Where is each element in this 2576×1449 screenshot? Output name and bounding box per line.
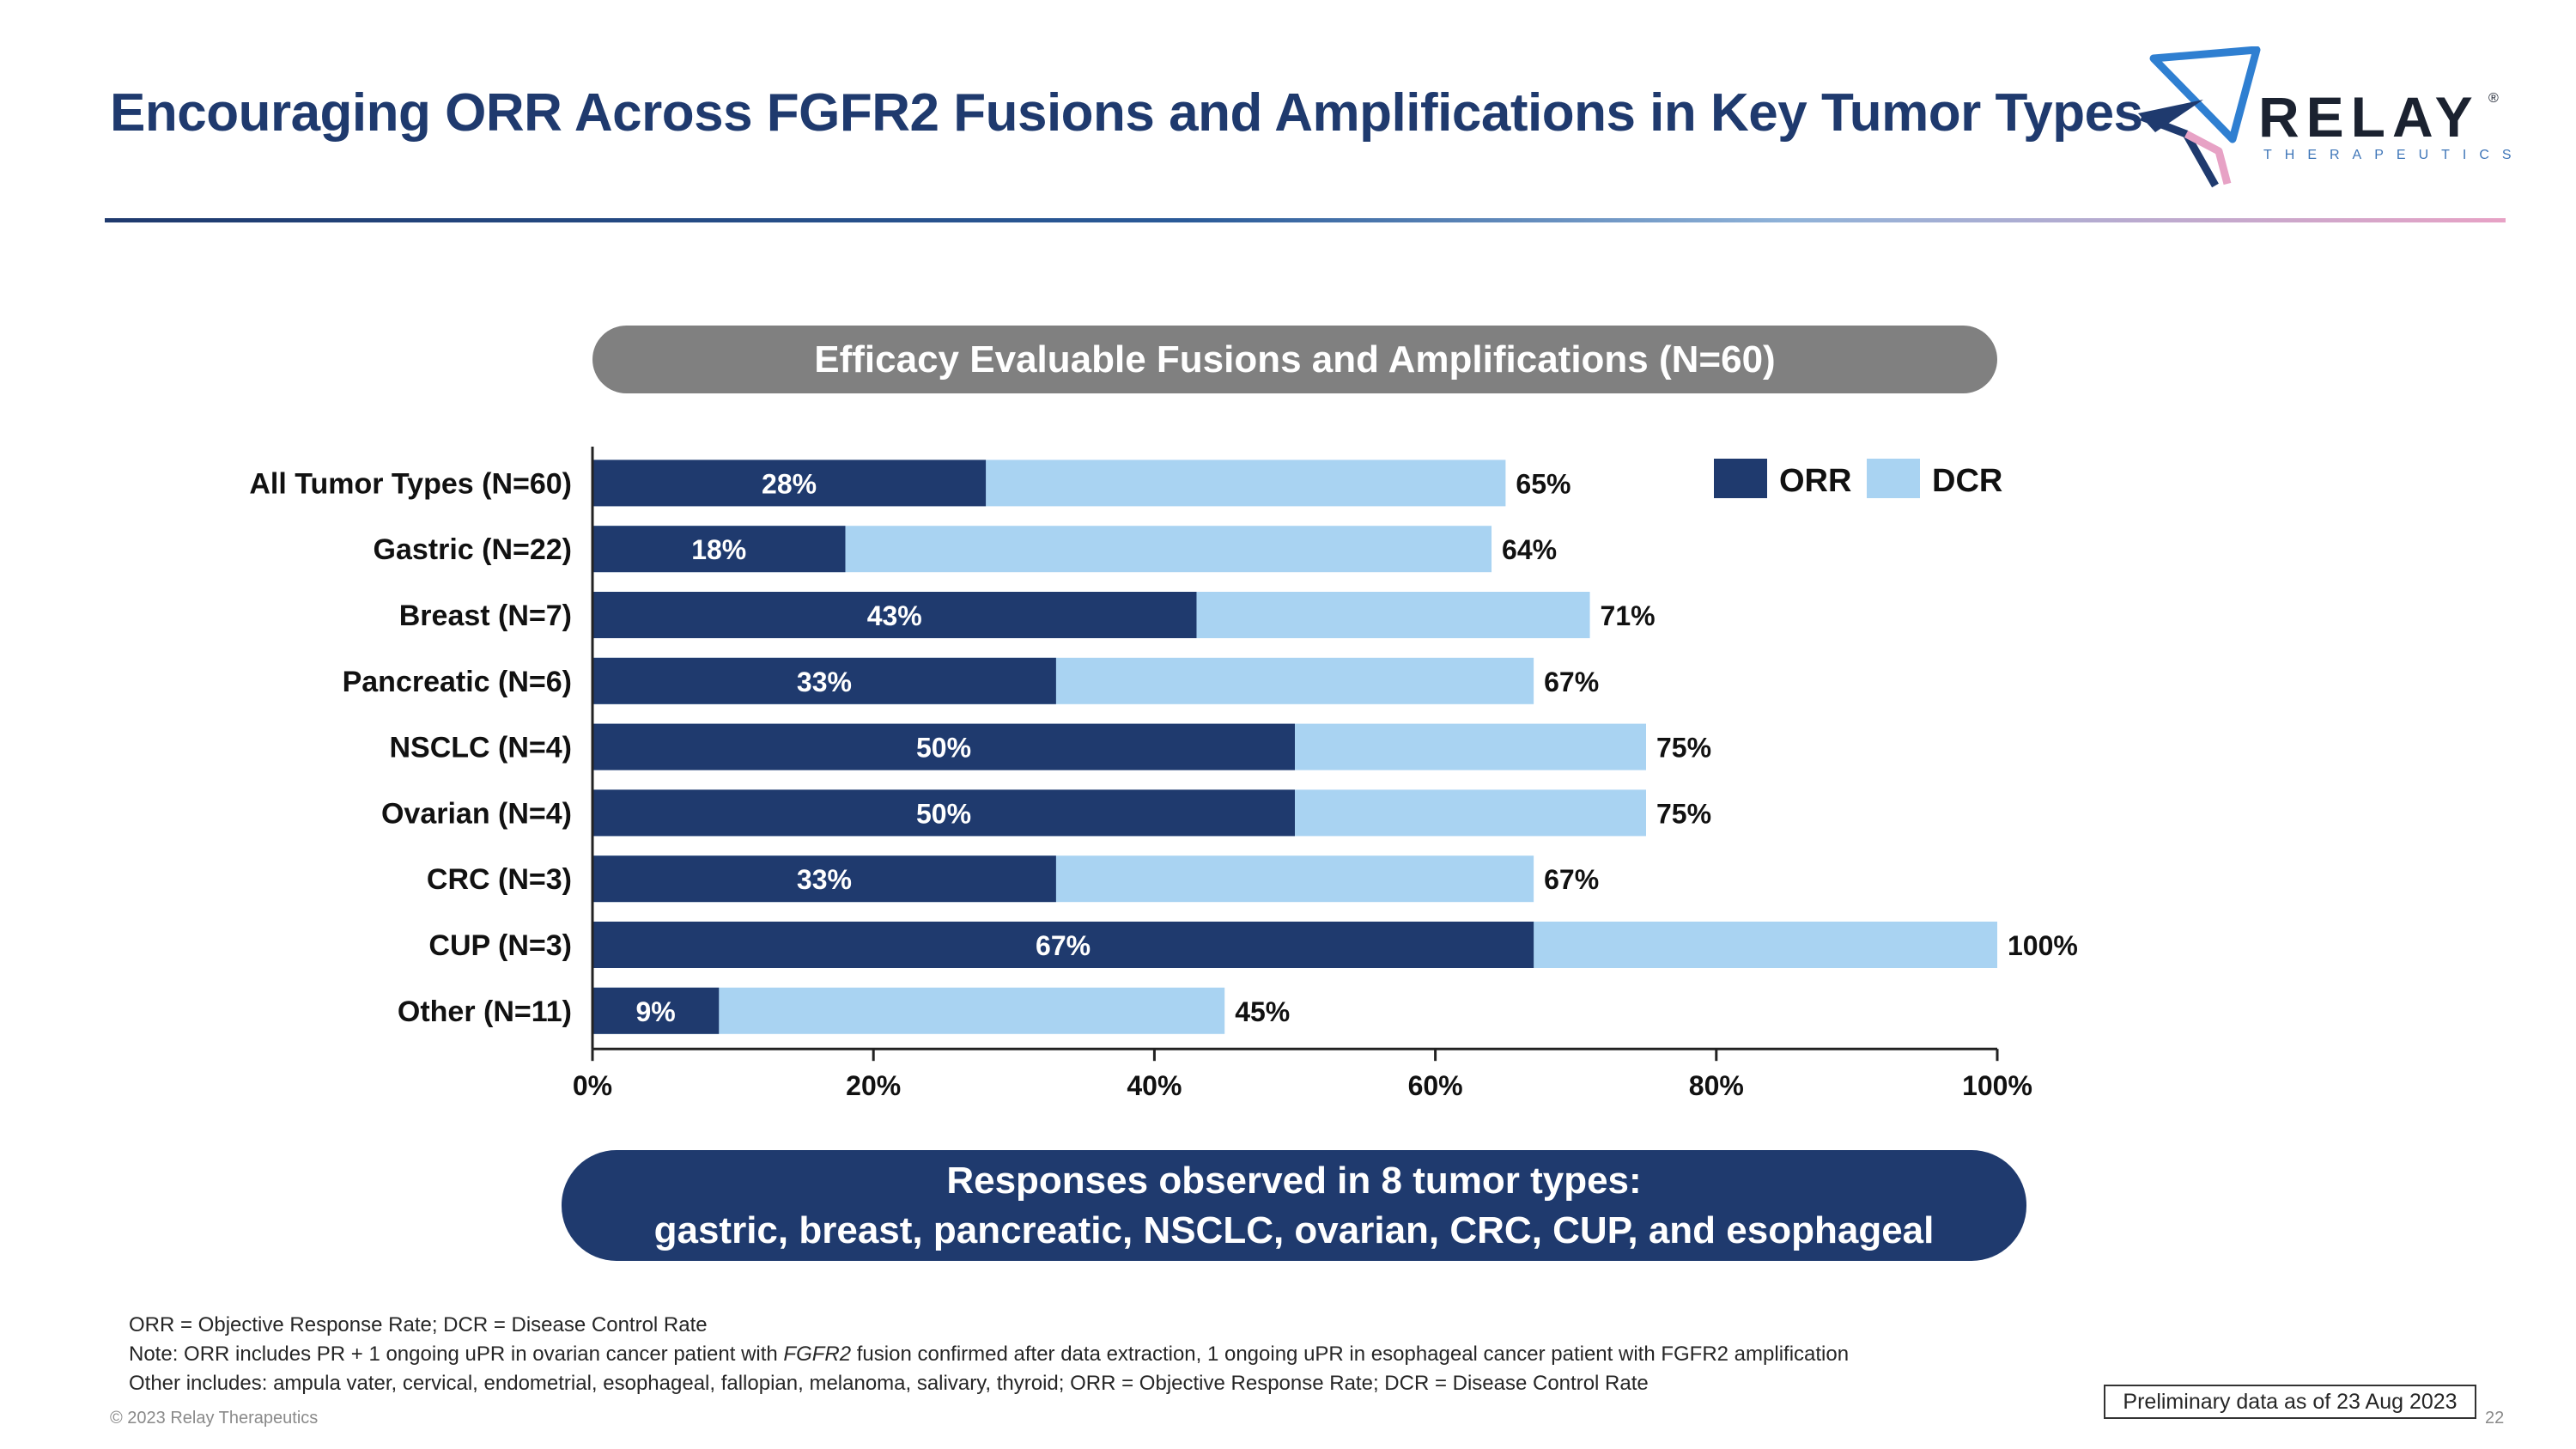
category-label-3: Pancreatic (N=6) [343,666,572,698]
bar-orr-7 [592,922,1534,968]
dcr-data-label-7: 100% [2008,930,2078,961]
responses-callout: Responses observed in 8 tumor types: gas… [562,1150,2026,1261]
orr-data-label-2: 43% [867,600,922,631]
x-tick-label-1: 20% [846,1070,901,1101]
preliminary-data-note: Preliminary data as of 23 Aug 2023 [2104,1385,2476,1419]
x-tick-label-5: 100% [1962,1070,2032,1101]
relay-subtitle: THERAPEUTICS [2263,148,2524,162]
slide-title: Encouraging ORR Across FGFR2 Fusions and… [110,83,2143,143]
relay-logo-icon [2138,46,2261,188]
orr-data-label-6: 33% [797,864,852,895]
dcr-data-label-6: 67% [1544,864,1599,895]
page-number: 22 [2485,1409,2505,1428]
dcr-data-label-8: 45% [1235,996,1290,1027]
orr-data-label-1: 18% [691,534,746,565]
bar-orr-2 [592,592,1197,638]
category-label-1: Gastric (N=22) [374,533,573,566]
bar-orr-1 [592,526,846,573]
dcr-data-label-5: 75% [1656,798,1711,829]
orr-data-label-7: 67% [1036,930,1091,961]
category-label-4: NSCLC (N=4) [389,732,572,764]
x-tick-label-3: 60% [1408,1070,1463,1101]
dcr-data-label-1: 64% [1502,534,1557,565]
category-label-8: Other (N=11) [398,995,572,1028]
footnote-other: Other includes: ampula vater, cervical, … [129,1372,1649,1395]
category-label-0: All Tumor Types (N=60) [249,467,572,500]
panel-title-pill: Efficacy Evaluable Fusions and Amplifica… [592,326,1997,393]
bar-orr-6 [592,855,1056,903]
bar-orr-3 [592,657,1056,704]
legend-swatch-orr [1714,459,1767,498]
footnotes: ORR = Objective Response Rate; DCR = Dis… [129,1311,1849,1398]
category-label-5: Ovarian (N=4) [381,797,572,830]
orr-data-label-8: 9% [635,996,675,1027]
x-tick-label-0: 0% [573,1070,612,1101]
registered-mark: ® [2488,91,2499,106]
dcr-data-label-3: 67% [1544,667,1599,697]
title-divider [105,218,2506,222]
orr-data-label-4: 50% [916,733,971,764]
x-tick-label-4: 80% [1689,1070,1744,1101]
bar-orr-0 [592,460,987,507]
footnote-abbrev: ORR = Objective Response Rate; DCR = Dis… [129,1313,708,1336]
category-label-2: Breast (N=7) [399,600,572,632]
dcr-data-label-4: 75% [1656,733,1711,764]
legend-swatch-dcr [1867,459,1920,498]
footnote-note-gene: FGFR2 [783,1342,852,1366]
bar-orr-4 [592,723,1295,770]
footnote-note-post: fusion confirmed after data extraction, … [851,1342,1850,1366]
x-tick-label-2: 40% [1127,1070,1182,1101]
category-label-6: CRC (N=3) [427,863,572,896]
footnote-note-pre: Note: ORR includes PR + 1 ongoing uPR in… [129,1342,784,1366]
copyright: © 2023 Relay Therapeutics [110,1409,319,1428]
category-label-7: CUP (N=3) [428,929,572,962]
callout-line-2: gastric, breast, pancreatic, NSCLC, ovar… [653,1209,1935,1251]
footnote-note: Note: ORR includes PR + 1 ongoing uPR in… [129,1340,1849,1369]
relay-wordmark: RELAY [2258,85,2480,149]
legend-label-dcr: DCR [1932,463,2002,499]
dcr-data-label-0: 65% [1516,468,1571,499]
bar-orr-8 [592,987,720,1034]
legend-label-orr: ORR [1779,463,1851,499]
bar-orr-5 [592,789,1295,837]
orr-data-label-3: 33% [797,667,852,697]
orr-data-label-0: 28% [762,468,817,499]
orr-data-label-5: 50% [916,798,971,829]
dcr-data-label-2: 71% [1601,600,1656,631]
callout-line-1: Responses observed in 8 tumor types: [946,1159,1642,1202]
